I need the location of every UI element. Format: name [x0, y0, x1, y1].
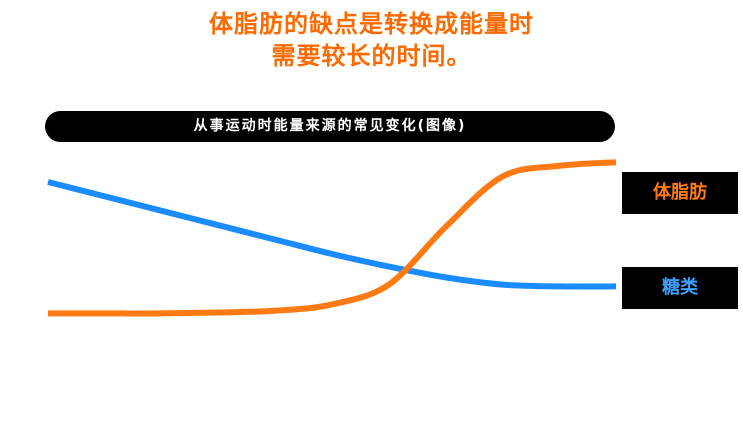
legend-fat: 体脂肪	[622, 172, 738, 214]
chart-title-banner: 从事运动时能量来源的常见变化(图像)	[45, 111, 615, 142]
title-line-1: 体脂肪的缺点是转换成能量时	[209, 10, 534, 38]
legend-sugar: 糖类	[622, 267, 738, 309]
series-line-sugar	[47, 179, 617, 290]
page-title: 体脂肪的缺点是转换成能量时 需要较长的时间。	[0, 8, 743, 72]
title-line-2: 需要较长的时间。	[271, 42, 472, 70]
series-line-fat	[48, 159, 617, 317]
